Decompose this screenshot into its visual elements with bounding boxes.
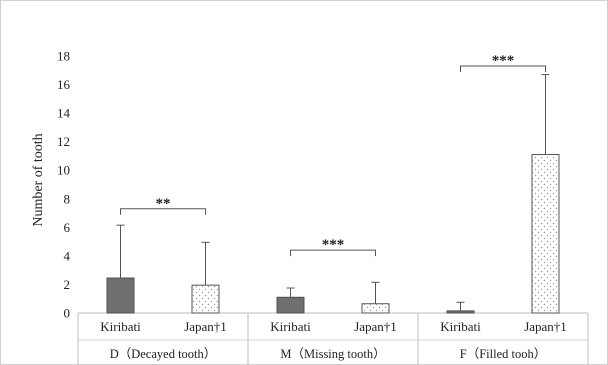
y-tick-label: 18: [57, 49, 70, 64]
bar-kiribati: [106, 277, 135, 314]
y-tick-label: 12: [57, 134, 70, 149]
bar-kiribati: [446, 310, 475, 314]
significance-label: ***: [322, 237, 345, 253]
group-label: D（Decayed tooth）: [110, 347, 217, 361]
significance-label: ***: [492, 53, 515, 69]
significance-bracket: [120, 208, 206, 215]
y-tick-label: 2: [64, 277, 71, 292]
y-tick-label: 4: [64, 248, 71, 263]
y-tick-label: 14: [57, 106, 71, 121]
category-label: Kiribati: [100, 319, 141, 334]
y-tick-label: 0: [64, 306, 71, 321]
category-label: Kiribati: [440, 319, 481, 334]
category-label: Japan†1: [354, 319, 397, 334]
group-label: F（Filled tooh）: [460, 347, 546, 361]
group-label: M（Missing tooth）: [280, 347, 385, 361]
y-axis-label: Number of tooth: [31, 133, 46, 226]
significance-label: **: [156, 196, 171, 212]
category-label: Japan†1: [184, 319, 227, 334]
significance-bracket: [290, 249, 376, 257]
y-tick-label: 8: [64, 191, 71, 206]
bar-japan: [361, 303, 390, 314]
y-tick-label: 6: [64, 220, 71, 235]
category-label: Kiribati: [270, 319, 311, 334]
y-tick-label: 10: [57, 163, 70, 178]
bar-japan: [531, 154, 560, 314]
category-label: Japan†1: [524, 319, 567, 334]
bar-kiribati: [276, 296, 305, 314]
bar-japan: [191, 284, 220, 314]
significance-bracket: [460, 65, 546, 72]
y-tick-label: 16: [57, 77, 71, 92]
